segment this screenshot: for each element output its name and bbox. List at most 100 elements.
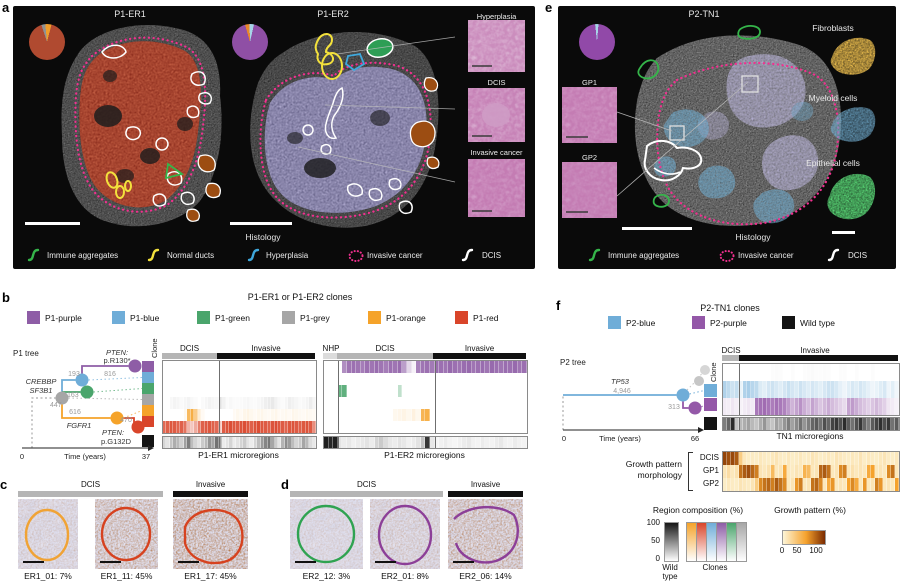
tn1-wildtype-row xyxy=(722,417,900,431)
panel-c-invasive-header: Invasive xyxy=(195,480,226,489)
legend-invasive-label: Invasive cancer xyxy=(367,251,423,260)
growth-row-gp2: GP2 xyxy=(702,479,719,488)
branch-count-grey: 447 xyxy=(50,402,62,409)
hm2-nhp-header: NHP xyxy=(322,344,340,353)
microregion-outline xyxy=(296,504,356,564)
branch-count-blue: 4,946 xyxy=(613,388,631,395)
panel-f-label: f xyxy=(556,298,561,313)
fibroblasts-label: Fibroblasts xyxy=(812,23,854,33)
wild-label-2: type xyxy=(662,572,678,581)
region-tick-0: 0 xyxy=(655,554,660,563)
growth-tick-100: 100 xyxy=(809,546,823,555)
inset-hyperplasia-image xyxy=(468,20,525,72)
node-green xyxy=(80,385,94,399)
growth-bracket xyxy=(688,452,693,491)
panel-a-canvas: P1-ER1 P1-ER2 xyxy=(13,6,535,269)
invasive-cancer-outline xyxy=(656,61,840,226)
er1-17-label: ER1_17: 45% xyxy=(184,571,237,581)
gp2-inset-image xyxy=(562,162,617,218)
roi-square-2 xyxy=(669,125,685,141)
er1-11-label: ER1_11: 45% xyxy=(100,571,153,581)
gp-connector-lines xyxy=(616,81,749,197)
epithelial-cells-label: Epithelial cells xyxy=(806,158,860,168)
dcis-outline xyxy=(643,140,703,182)
growth-row-gp1: GP1 xyxy=(702,466,719,475)
hm1-invasive-bar xyxy=(217,353,315,359)
gene-sf3b1: SF3B1 xyxy=(30,386,53,395)
histology-label: Histology xyxy=(735,232,771,242)
hmf-dcis-bar xyxy=(722,355,739,361)
node-blue xyxy=(676,388,690,402)
panel-d-invasive-header: Invasive xyxy=(470,480,501,489)
branch-count-red: 470 xyxy=(120,417,132,424)
invasive-cancer-dots-icon xyxy=(719,250,735,262)
clone-axis-label: Clone xyxy=(709,362,718,382)
panel-e-label: e xyxy=(545,0,553,15)
branch-count-orange: 616 xyxy=(69,409,81,416)
myeloid-cells-label: Myeloid cells xyxy=(808,93,858,103)
inset-dcis-label: DCIS xyxy=(487,78,506,87)
growth-pattern-heatmap xyxy=(722,451,900,492)
legend-invasive-label: Invasive cancer xyxy=(738,251,794,260)
legend-swatch-p1-red xyxy=(455,311,468,324)
legend-label-p1-grey: P1-grey xyxy=(300,313,330,323)
growth-row-dcis: DCIS xyxy=(699,453,719,462)
inset-invasive-label: Invasive cancer xyxy=(470,148,523,157)
legend-swatch-p1-purple xyxy=(27,311,40,324)
legend-label-p1-orange: P1-orange xyxy=(386,313,426,323)
node-grey xyxy=(55,391,69,405)
microregion-outline xyxy=(24,508,70,562)
epithelial-purple-patches xyxy=(697,54,819,191)
hm1-invasive-header: Invasive xyxy=(251,344,281,353)
immune-aggregate-outlines xyxy=(637,25,761,208)
microregion-outline xyxy=(100,506,152,562)
ihc-image-er1-17 xyxy=(173,499,248,569)
ihc-image-er1-11 xyxy=(95,499,158,569)
clone-scale-bar-grey xyxy=(736,522,747,562)
growth-group-label-1: Growth pattern xyxy=(625,459,682,469)
roi-square-1 xyxy=(741,75,759,93)
dcis-curve-icon xyxy=(461,248,474,262)
clone-squares xyxy=(142,361,154,447)
gp2-label: GP2 xyxy=(581,153,597,162)
growth-tick-50: 50 xyxy=(792,546,802,555)
clone-axis-label: Clone xyxy=(150,338,159,358)
immune-aggregates-curve-icon xyxy=(27,248,40,262)
panel-c-dcis-header: DCIS xyxy=(80,480,101,489)
axis-label: Time (years) xyxy=(599,434,641,443)
er2-12-label: ER2_12: 3% xyxy=(302,571,351,581)
legend-label-p1-red: P1-red xyxy=(473,313,499,323)
dcis-outlines xyxy=(101,44,212,207)
legend-swatch-p1-grey xyxy=(282,311,295,324)
hmf-dcis-header: DCIS xyxy=(721,346,741,355)
gene-tp53: TP53 xyxy=(611,377,630,386)
clone-squares xyxy=(704,384,717,430)
tn1-microregions-label: TN1 microregions xyxy=(776,431,844,441)
node-purple xyxy=(128,359,142,373)
gene-crebbp: CREBBP xyxy=(26,377,57,386)
p1-tree: P1 tree Clone 193 816 44 xyxy=(13,338,159,461)
ihc-image-er2-01 xyxy=(370,499,440,569)
microregion-outline xyxy=(377,504,433,566)
hm1-dcis-bar xyxy=(162,353,217,359)
p2-tn1-clone-pie xyxy=(579,24,615,60)
branch-count-purple: 313 xyxy=(668,404,680,411)
legend-dcis-label: DCIS xyxy=(482,251,502,260)
invasive-cancer-outline xyxy=(74,36,207,213)
dcis-curve-icon xyxy=(827,248,840,262)
growth-pattern-scale-bar xyxy=(782,530,826,545)
growth-group-label-2: morphology xyxy=(637,470,682,480)
legend-swatch-p2-blue xyxy=(608,316,621,329)
epithelial-cells-map xyxy=(827,173,876,220)
node-red xyxy=(131,420,145,434)
er2-06-label: ER2_06: 14% xyxy=(459,571,512,581)
microregion-outline xyxy=(453,505,519,564)
p2-tn1-tissue-image xyxy=(634,25,842,226)
normal-duct-outlines xyxy=(314,33,343,80)
legend-label-p1-blue: P1-blue xyxy=(130,313,160,323)
region-composition-title: Region composition (%) xyxy=(652,505,744,515)
hmf-invasive-header: Invasive xyxy=(800,346,830,355)
wild-type-scale-bar xyxy=(664,522,679,562)
panel-b-label: b xyxy=(2,290,10,305)
legend-label-wild-type: Wild type xyxy=(800,318,835,328)
